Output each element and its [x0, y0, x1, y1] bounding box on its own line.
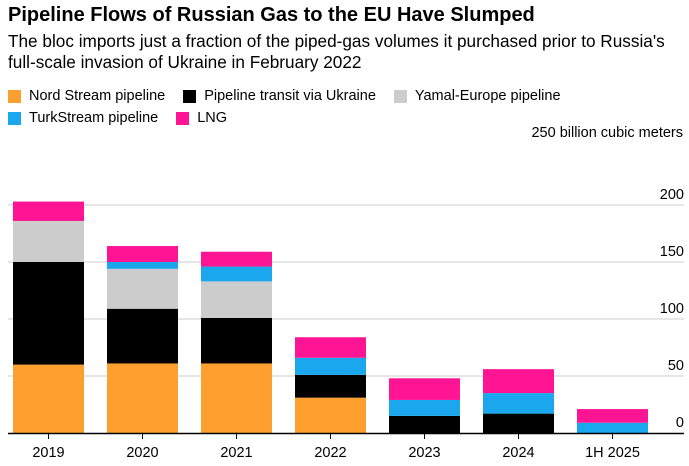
bar-2023-turkstream-pipeline	[389, 399, 460, 416]
bar-2022-turkstream-pipeline	[295, 357, 366, 375]
bar-2021-lng	[201, 251, 272, 267]
legend-swatch-ukraine-transit	[183, 89, 197, 103]
bar-2021-turkstream-pipeline	[201, 266, 272, 282]
legend-swatch-turkstream	[8, 111, 21, 125]
legend-item-turkstream: TurkStream pipeline	[8, 110, 158, 126]
legend-item-lng: LNG	[176, 110, 227, 126]
legend-label-nord-stream: Nord Stream pipeline	[29, 88, 166, 104]
legend-label-ukraine-transit: Pipeline transit via Ukraine	[204, 88, 376, 104]
x-tick-label-2019: 2019	[32, 445, 64, 461]
y-tick-label-200: 200	[660, 187, 684, 203]
legend-swatch-lng	[176, 111, 190, 125]
bar-2019-nord-stream-pipeline	[13, 364, 84, 433]
bar-2021-pipeline-transit-via-ukraine	[201, 317, 272, 364]
legend-row-2: TurkStream pipeline LNG	[8, 108, 688, 128]
bar-2019-yamal-europe-pipeline	[13, 220, 84, 262]
bar-2023-pipeline-transit-via-ukraine	[389, 415, 460, 433]
bar-2020-nord-stream-pipeline	[107, 363, 178, 433]
bar-2019-lng	[13, 201, 84, 221]
bar-2024-pipeline-transit-via-ukraine	[483, 413, 554, 433]
y-tick-label-0: 0	[676, 415, 684, 431]
x-tick-label-2024: 2024	[502, 445, 534, 461]
x-tick-label-1h-2025: 1H 2025	[585, 445, 640, 461]
bar-2019-pipeline-transit-via-ukraine	[13, 262, 84, 365]
legend-item-nord-stream: Nord Stream pipeline	[8, 88, 165, 104]
legend-label-turkstream: TurkStream pipeline	[29, 110, 159, 126]
legend-item-yamal-europe: Yamal-Europe pipeline	[393, 88, 561, 104]
bar-1h-2025-lng	[577, 409, 648, 423]
bar-1h-2025-turkstream-pipeline	[577, 422, 648, 433]
bar-2024-lng	[483, 369, 554, 394]
bar-2024-turkstream-pipeline	[483, 393, 554, 414]
bar-2020-yamal-europe-pipeline	[107, 268, 178, 309]
x-tick-label-2022: 2022	[314, 445, 346, 461]
legend-row-1: Nord Stream pipeline Pipeline transit vi…	[8, 86, 688, 106]
bar-2020-pipeline-transit-via-ukraine	[107, 308, 178, 364]
chart-subtitle: The bloc imports just a fraction of the …	[8, 31, 665, 72]
x-tick-label-2023: 2023	[408, 445, 440, 461]
bar-2022-nord-stream-pipeline	[295, 397, 366, 433]
legend: Nord Stream pipeline Pipeline transit vi…	[8, 86, 688, 130]
x-tick-label-2021: 2021	[220, 445, 252, 461]
bar-2021-yamal-europe-pipeline	[201, 281, 272, 318]
legend-swatch-yamal-europe	[393, 89, 407, 103]
bar-2023-lng	[389, 378, 460, 400]
y-axis-unit-label: 250 billion cubic meters	[531, 125, 683, 141]
y-tick-label-150: 150	[660, 244, 684, 260]
bar-2022-pipeline-transit-via-ukraine	[295, 374, 366, 398]
legend-item-ukraine-transit: Pipeline transit via Ukraine	[183, 88, 376, 104]
bar-2021-nord-stream-pipeline	[201, 363, 272, 433]
bar-2020-lng	[107, 246, 178, 262]
legend-label-lng: LNG	[197, 110, 228, 126]
x-tick-label-2020: 2020	[126, 445, 158, 461]
bar-2022-lng	[295, 337, 366, 358]
y-tick-label-100: 100	[660, 301, 684, 317]
legend-swatch-nord-stream	[8, 89, 21, 103]
legend-label-yamal-europe: Yamal-Europe pipeline	[414, 88, 561, 104]
y-tick-label-50: 50	[668, 358, 684, 374]
bar-2020-turkstream-pipeline	[107, 262, 178, 269]
chart-title: Pipeline Flows of Russian Gas to the EU …	[8, 4, 535, 26]
